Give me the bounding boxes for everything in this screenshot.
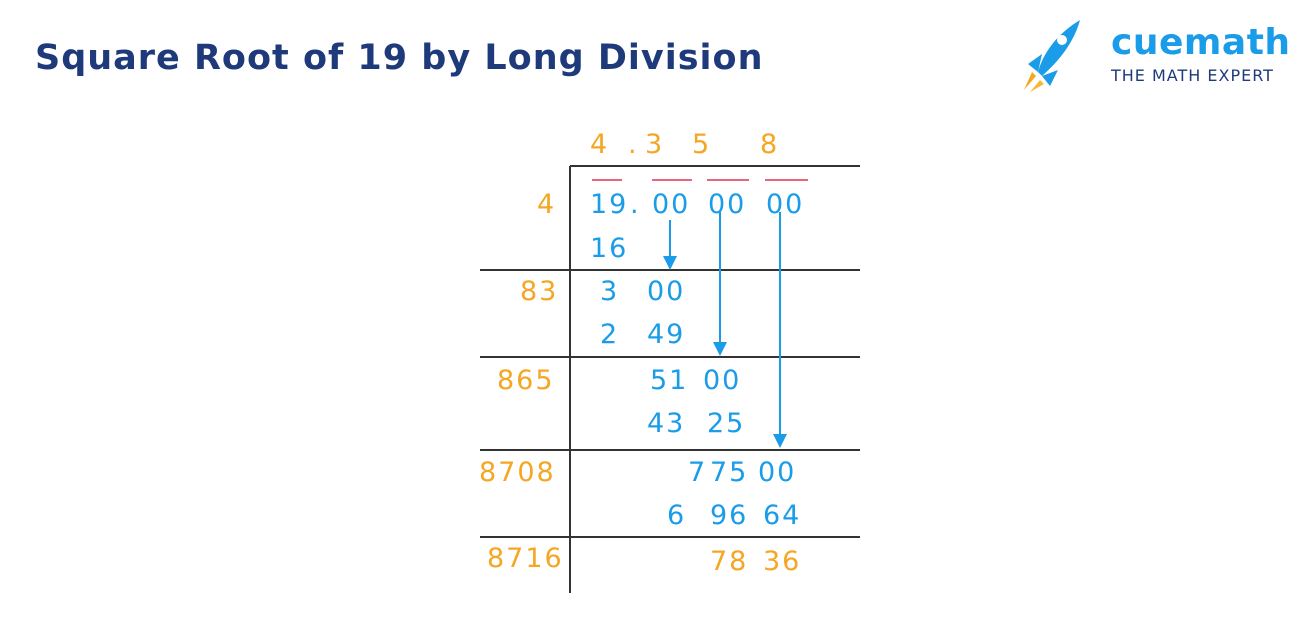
quotient-digit: 5 xyxy=(692,129,712,160)
remainder-part: 00 xyxy=(758,457,797,488)
subtract-part: 96 xyxy=(710,500,749,531)
quotient-digit: 8 xyxy=(760,129,780,160)
final-remainder-part: 36 xyxy=(763,546,802,577)
brand-name: cuemath xyxy=(1111,22,1291,63)
final-remainder-part: 78 xyxy=(710,546,749,577)
subtract-part: 6 xyxy=(667,500,687,531)
divisor: 4 xyxy=(537,189,557,220)
subtract-part: 25 xyxy=(707,408,746,439)
subtract-part: 64 xyxy=(763,500,802,531)
bring-down-arrow xyxy=(663,220,677,270)
remainder-part: 75 xyxy=(710,457,749,488)
divisor: 8708 xyxy=(479,457,556,488)
bring-down-arrow xyxy=(773,212,787,448)
dividend-pair: 00 xyxy=(766,189,805,220)
quotient-digit: 3 xyxy=(645,129,665,160)
subtract-value: 16 xyxy=(590,233,629,264)
cuemath-logo: cuemath THE MATH EXPERT xyxy=(1018,14,1290,94)
remainder-part: 00 xyxy=(703,365,742,396)
subtract-part: 2 xyxy=(600,319,620,350)
dividend-pair: 00 xyxy=(652,189,691,220)
subtract-part: 49 xyxy=(647,319,686,350)
remainder-part: 7 xyxy=(688,457,708,488)
remainder-part: 51 xyxy=(650,365,689,396)
divisor: 865 xyxy=(497,365,555,396)
quotient-digit: 4 xyxy=(590,129,610,160)
dividend-decimal: . xyxy=(630,189,641,220)
brand-tagline: THE MATH EXPERT xyxy=(1111,66,1274,85)
page-title: Square Root of 19 by Long Division xyxy=(35,38,764,78)
rocket-icon xyxy=(1024,20,1080,92)
bring-down-arrow xyxy=(713,212,727,356)
remainder-part: 3 xyxy=(600,276,620,307)
divisor: 8716 xyxy=(487,543,564,574)
dividend-pair: 00 xyxy=(708,189,747,220)
quotient-decimal: . xyxy=(628,129,639,160)
divisor: 83 xyxy=(520,276,559,307)
subtract-part: 43 xyxy=(647,408,686,439)
dividend-pair: 19 xyxy=(590,189,629,220)
remainder-part: 00 xyxy=(647,276,686,307)
